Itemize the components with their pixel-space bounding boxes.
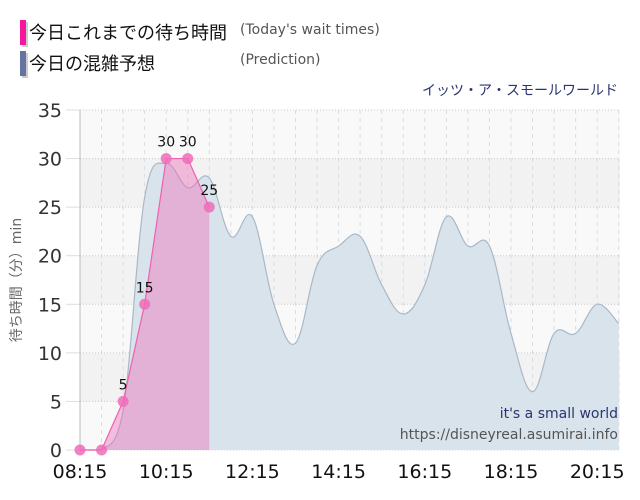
x-tick-label: 20:15 (570, 461, 625, 483)
legend-item-wait-times: 今日これまでの待ち時間 (20, 19, 227, 45)
y-tick-label: 10 (38, 343, 62, 365)
watermark-attraction: it's a small world (499, 406, 618, 422)
attraction-title: イッツ・ア・スモールワールド (422, 83, 618, 99)
y-tick-label: 5 (50, 391, 62, 413)
x-tick-label: 14:15 (311, 461, 366, 483)
data-point[interactable] (117, 395, 129, 407)
y-axis-label: 待ち時間（分）min (9, 217, 25, 343)
data-label: 15 (136, 280, 154, 296)
x-tick-label: 10:15 (139, 461, 194, 483)
prediction-line (79, 162, 620, 451)
plot-band (80, 110, 620, 159)
y-tick-label: 0 (50, 440, 62, 462)
y-tick-label: 25 (38, 197, 62, 219)
data-label: 5 (119, 377, 128, 393)
y-tick-label: 35 (38, 100, 62, 122)
data-point[interactable] (203, 201, 215, 213)
data-label: 30 (157, 135, 175, 151)
legend-label-en: (Prediction) (240, 52, 321, 68)
y-tick-label: 30 (38, 149, 62, 171)
legend-label-jp: 今日の混雑予想 (29, 54, 155, 75)
prediction-area (80, 163, 619, 450)
x-tick-label: 12:15 (225, 461, 280, 483)
data-point[interactable] (139, 298, 151, 310)
legend-swatch-blue (20, 50, 26, 76)
y-tick-label: 20 (38, 246, 62, 268)
x-tick-label: 16:15 (397, 461, 452, 483)
data-label: 25 (200, 183, 218, 199)
x-tick-label: 18:15 (484, 461, 539, 483)
data-label: 30 (179, 135, 197, 151)
watermark-url: https://disneyreal.asumirai.info (399, 427, 618, 443)
legend-item-prediction: 今日の混雑予想 (20, 50, 155, 76)
data-point[interactable] (96, 444, 108, 456)
legend-label-en: (Today's wait times) (240, 22, 380, 38)
data-point[interactable] (160, 153, 172, 165)
legend-swatch-pink (20, 19, 26, 45)
y-tick-label: 15 (38, 294, 62, 316)
legend-label-jp: 今日これまでの待ち時間 (29, 23, 227, 44)
data-point[interactable] (74, 444, 86, 456)
x-tick-label: 08:15 (53, 461, 108, 483)
data-point[interactable] (182, 153, 194, 165)
